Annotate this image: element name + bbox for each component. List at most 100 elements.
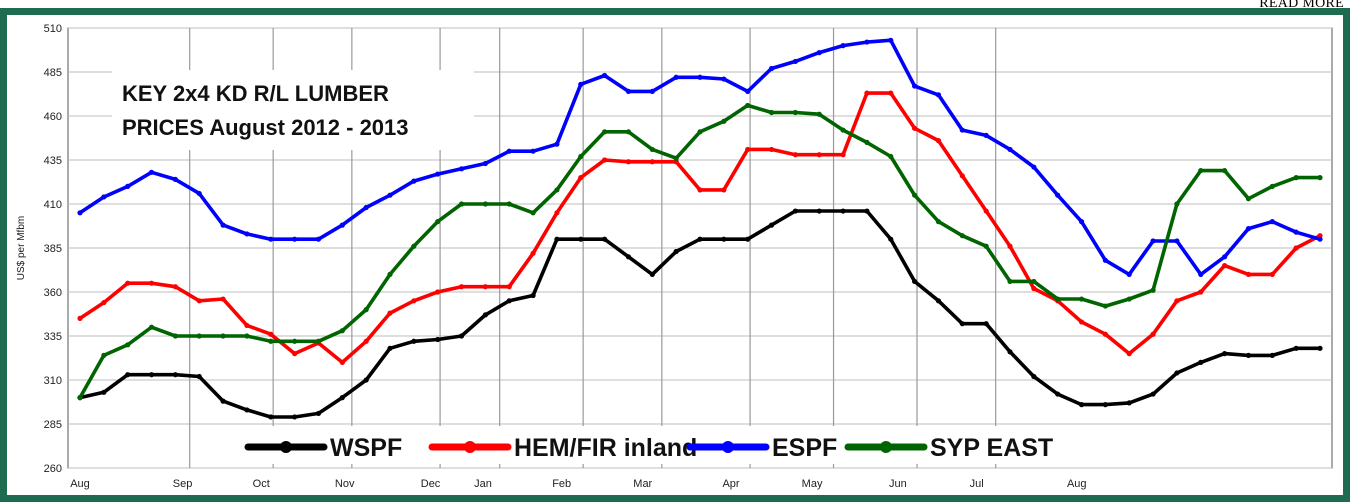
data-point (1245, 271, 1252, 277)
legend-label: ESPF (772, 434, 837, 462)
x-tick-label: Apr (722, 478, 739, 490)
x-tick-label: Sep (173, 478, 193, 490)
y-axis-label: US$ per Mfbm (16, 216, 27, 280)
data-point (1031, 285, 1037, 292)
legend: WSPF HEM/FIR inland ESPF SYP EAST (238, 426, 1238, 464)
data-point (673, 74, 679, 80)
data-point (1007, 349, 1013, 355)
legend-label: WSPF (330, 434, 402, 462)
data-point (1222, 263, 1228, 269)
data-point (1174, 370, 1180, 376)
data-point (649, 159, 655, 165)
data-point (745, 102, 751, 109)
data-point (435, 171, 441, 177)
data-point (1317, 236, 1323, 242)
data-point (363, 377, 369, 383)
series-layer (77, 37, 1323, 420)
data-point (1102, 257, 1108, 263)
data-point (959, 321, 965, 327)
data-point (745, 236, 751, 242)
data-point (1174, 201, 1180, 207)
axis-layer: 510 485 460 435 410 385 360 335 310 285 260 Aug Sep O… (16, 23, 1087, 490)
data-point (912, 192, 918, 198)
data-point (1198, 359, 1204, 365)
data-point (292, 236, 298, 242)
data-point (649, 88, 655, 94)
data-point (292, 338, 298, 344)
data-point (339, 395, 345, 401)
data-point (721, 76, 727, 82)
data-point (888, 90, 894, 96)
data-point (697, 187, 703, 193)
data-point (435, 336, 441, 343)
data-point (101, 389, 107, 395)
data-point (244, 333, 250, 339)
data-point (1222, 351, 1228, 357)
data-point (339, 328, 345, 334)
data-point (1126, 296, 1132, 302)
data-point (840, 43, 846, 49)
data-point (1007, 243, 1013, 249)
data-point (554, 210, 560, 216)
data-point (1007, 278, 1013, 285)
data-point (888, 236, 894, 242)
data-point (1007, 146, 1013, 153)
data-point (244, 407, 250, 413)
data-point (220, 296, 226, 302)
data-point (506, 284, 512, 290)
y-tick-label: 410 (44, 199, 62, 211)
x-tick-label: Nov (335, 478, 355, 490)
data-point (1150, 331, 1156, 337)
data-point (77, 315, 83, 321)
data-point (935, 298, 942, 304)
data-point (482, 160, 488, 167)
data-point (530, 148, 536, 154)
x-tick-label: Jun (889, 478, 907, 490)
data-point (1031, 164, 1037, 170)
data-point (363, 204, 369, 211)
data-point (1293, 245, 1299, 251)
chart-title-line-2: PRICES August 2012 - 2013 (122, 115, 409, 140)
data-point (220, 333, 226, 339)
data-point (435, 219, 441, 225)
data-point (196, 298, 202, 304)
data-point (697, 74, 703, 80)
data-point (387, 310, 393, 316)
data-point (1126, 400, 1132, 406)
data-point (625, 159, 632, 165)
data-point (1078, 296, 1085, 302)
data-point (578, 175, 584, 181)
data-point (1317, 345, 1323, 351)
data-point (1102, 331, 1108, 337)
data-point (983, 132, 989, 138)
data-point (148, 372, 155, 378)
data-point (125, 183, 131, 189)
data-point (148, 280, 155, 286)
data-point (1198, 289, 1204, 295)
data-point (1317, 175, 1323, 181)
data-point (935, 219, 942, 225)
data-point (101, 299, 107, 306)
data-point (864, 208, 870, 214)
data-point (792, 208, 798, 214)
legend-label: HEM/FIR inland (514, 434, 697, 462)
legend-marker (880, 441, 892, 453)
legend-label: SYP EAST (930, 434, 1053, 462)
x-tick-label: Jul (970, 478, 984, 490)
data-point (1293, 175, 1299, 181)
data-point (1078, 219, 1085, 225)
data-point (602, 129, 608, 135)
data-point (196, 373, 202, 380)
data-point (387, 345, 393, 351)
data-point (1078, 402, 1085, 408)
data-point (1293, 345, 1299, 351)
data-point (864, 139, 870, 145)
data-point (482, 312, 488, 318)
x-tick-label: Oct (253, 478, 270, 490)
read-more-link[interactable]: READ MORE (1259, 0, 1344, 11)
data-point (840, 152, 846, 158)
data-point (959, 173, 965, 179)
data-point (196, 190, 202, 197)
data-point (1174, 298, 1180, 304)
data-point (816, 208, 822, 214)
